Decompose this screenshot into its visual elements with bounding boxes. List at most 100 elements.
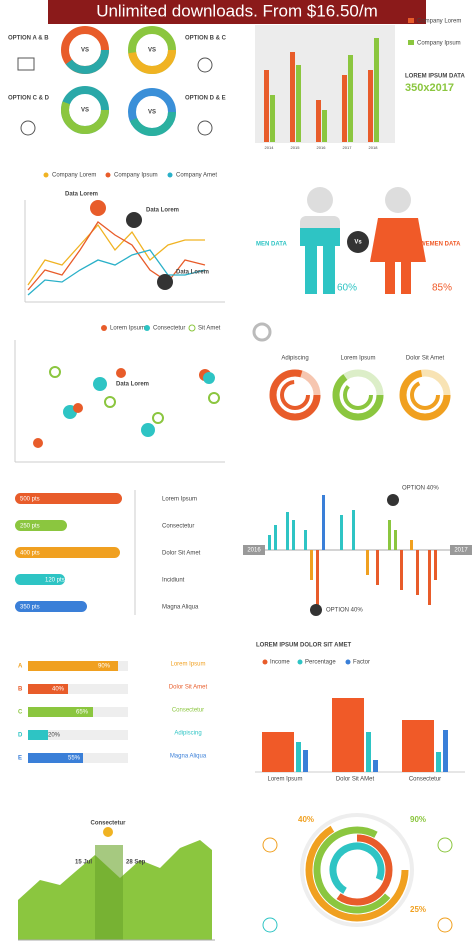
icon [262, 917, 278, 933]
column [303, 750, 308, 772]
legend-label: Company Lorem [52, 173, 96, 179]
panel-arcs: 40% 90% 25% [262, 813, 453, 933]
bar [322, 110, 327, 142]
bar [316, 550, 319, 605]
ring-label: Dolor Sit Amet [406, 356, 445, 362]
ring [332, 369, 384, 421]
fill [28, 753, 83, 763]
item-label: Magna Aliqua [170, 754, 207, 760]
point [141, 423, 155, 437]
arc-label: 40% [298, 815, 314, 824]
ring [269, 369, 321, 421]
start-year: 2016 [247, 548, 261, 554]
letter: B [18, 687, 23, 693]
item-label: Dolor Sit Amet [169, 685, 208, 691]
point [33, 438, 43, 448]
fill [28, 684, 68, 694]
icon [197, 120, 213, 136]
category: Dolor Sit AMet [336, 777, 375, 783]
bar [374, 38, 379, 142]
bar [310, 550, 313, 580]
bar [342, 75, 347, 142]
bar [352, 510, 355, 550]
fill [28, 730, 48, 740]
head [385, 187, 411, 213]
panel-lines: Company Lorem Company Ipsum Company Amet… [24, 172, 225, 303]
bar [368, 70, 373, 142]
legend-label: Company Ipsum [114, 173, 158, 179]
callout-icon [90, 200, 106, 216]
legend-label: Percentage [305, 660, 336, 666]
vs: VS [81, 108, 89, 114]
callout-icon [157, 274, 173, 290]
title: LOREM IPSUM DOLOR SIT AMET [256, 643, 351, 649]
bar [264, 70, 269, 142]
column [436, 752, 441, 772]
column [262, 732, 294, 772]
legend-label: Sit Amet [198, 326, 221, 332]
point [208, 392, 220, 404]
legend-label: Consectetur [153, 326, 185, 332]
letter: C [18, 710, 23, 716]
track [28, 684, 128, 694]
point [93, 377, 107, 391]
column [402, 720, 434, 772]
percent: 65% [76, 710, 89, 716]
ring [410, 380, 440, 410]
callout: Data Lorem [146, 208, 179, 214]
arc-track [300, 813, 414, 927]
body-fill [300, 228, 340, 246]
fill [28, 661, 118, 671]
arc [329, 842, 385, 898]
end-year: 2017 [454, 548, 468, 554]
point [49, 366, 61, 378]
category: Consectetur [409, 777, 441, 783]
arc [305, 818, 409, 922]
line [27, 249, 206, 296]
donut [61, 26, 109, 74]
legend-dot [345, 659, 351, 665]
men-value: 60% [337, 283, 357, 294]
pill [15, 547, 120, 558]
donut [128, 26, 176, 74]
tag [450, 545, 472, 555]
subtitle: 350x2017 [405, 82, 454, 94]
legend-label: Lorem Ipsum [110, 326, 145, 332]
icon [437, 837, 453, 853]
option-label: OPTION B & C [185, 36, 227, 42]
callout: Data Lorem [116, 382, 149, 388]
vs-circle [347, 231, 369, 253]
line [27, 223, 205, 286]
panel-rings: Adipiscing Lorem Ipsum Dolor Sit Amet [252, 322, 451, 421]
pill [15, 601, 87, 612]
callout: Data Lorem [176, 270, 209, 276]
pill-value: 350 pts [20, 605, 40, 611]
ring [399, 369, 451, 421]
item-label: Adipiscing [174, 731, 201, 737]
letter: A [18, 664, 23, 670]
panel-scatter: Lorem Ipsum Consectetur Sit Amet Data Lo… [14, 324, 225, 463]
letter: E [18, 756, 22, 762]
item-label: Lorem Ipsum [170, 662, 205, 668]
percent: 90% [98, 664, 111, 670]
panel-pills: 500 pts 250 pts 400 pts 120 pts 350 pts … [15, 490, 201, 615]
tag [243, 545, 265, 555]
vs: VS [81, 48, 89, 54]
legend-dot [167, 172, 173, 178]
column [332, 698, 364, 772]
vs: Vs [354, 240, 362, 246]
leg [385, 262, 395, 294]
bar [388, 520, 391, 550]
legend-swatch [408, 18, 414, 23]
trophy [103, 827, 113, 837]
bar [270, 95, 275, 142]
bar [292, 520, 295, 550]
panel-gender: Vs MEN DATA WEMEN DATA 60% 85% [256, 187, 461, 294]
pill-label: Consectetur [162, 524, 194, 530]
pill-label: Magna Aliqua [162, 605, 199, 611]
column [366, 732, 371, 772]
bar [410, 540, 413, 550]
pill-value: 250 pts [20, 524, 40, 530]
